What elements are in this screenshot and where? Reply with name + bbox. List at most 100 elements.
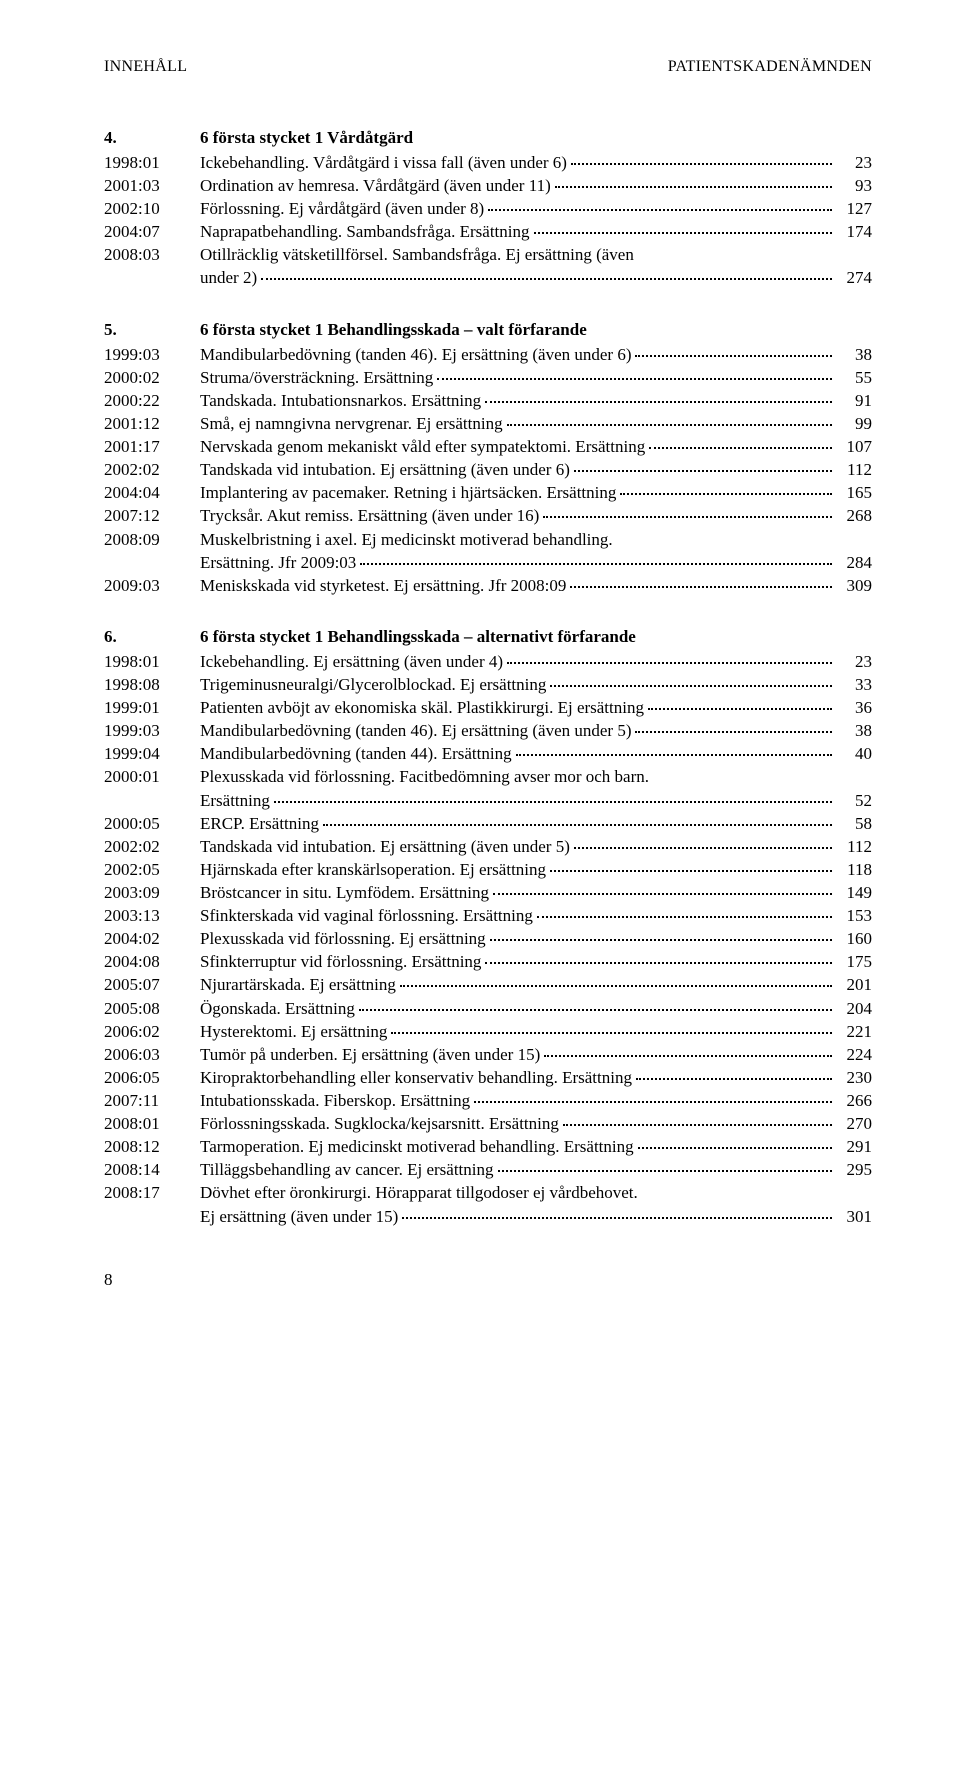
entry-text: Plexusskada vid förlossning. Ej ersättni… <box>200 927 486 950</box>
toc-entry: 2008:14Tilläggsbehandling av cancer. Ej … <box>104 1158 872 1181</box>
entry-page: 274 <box>836 266 872 289</box>
toc-entry: 2007:12Trycksår. Akut remiss. Ersättning… <box>104 504 872 527</box>
entry-code: 1999:03 <box>104 343 200 366</box>
leader-dots <box>359 1009 832 1011</box>
section-heading: 6.6 första stycket 1 Behandlingsskada – … <box>104 625 872 648</box>
entry-code: 2003:09 <box>104 881 200 904</box>
section-number: 5. <box>104 318 200 341</box>
entry-page: 309 <box>836 574 872 597</box>
entry-text: Naprapatbehandling. Sambandsfråga. Ersät… <box>200 220 530 243</box>
entry-text: Mandibularbedövning (tanden 46). Ej ersä… <box>200 343 631 366</box>
entry-code: 2000:01 <box>104 765 200 788</box>
toc-entry: 2002:02Tandskada vid intubation. Ej ersä… <box>104 835 872 858</box>
toc-entry: 2000:01Plexusskada vid förlossning. Faci… <box>104 765 872 811</box>
entry-code: 1999:03 <box>104 719 200 742</box>
entry-text: under 2) <box>200 266 257 289</box>
entry-code: 2001:17 <box>104 435 200 458</box>
entry-page: 112 <box>836 458 872 481</box>
entry-code: 2002:02 <box>104 458 200 481</box>
entry-code: 2000:22 <box>104 389 200 412</box>
entry-code: 2005:07 <box>104 973 200 996</box>
leader-dots <box>507 424 832 426</box>
leader-dots <box>635 731 832 733</box>
leader-dots <box>648 708 832 710</box>
entry-code: 2004:04 <box>104 481 200 504</box>
entry-text: Meniskskada vid styrketest. Ej ersättnin… <box>200 574 566 597</box>
toc-entry: 2008:09Muskelbristning i axel. Ej medici… <box>104 528 872 574</box>
entry-text: Ordination av hemresa. Vårdåtgärd (även … <box>200 174 551 197</box>
entry-page: 93 <box>836 174 872 197</box>
entry-page: 23 <box>836 650 872 673</box>
entry-code: 2005:08 <box>104 997 200 1020</box>
page-header: INNEHÅLL PATIENTSKADENÄMNDEN <box>104 56 872 78</box>
entry-page: 153 <box>836 904 872 927</box>
leader-dots <box>574 470 832 472</box>
entry-code: 2007:12 <box>104 504 200 527</box>
entry-text: Sfinkterruptur vid förlossning. Ersättni… <box>200 950 481 973</box>
entry-code: 2001:12 <box>104 412 200 435</box>
section-title: 6 första stycket 1 Vårdåtgärd <box>200 126 413 149</box>
leader-dots <box>537 916 832 918</box>
entry-code: 1999:01 <box>104 696 200 719</box>
leader-dots <box>261 278 832 280</box>
entry-page: 52 <box>836 789 872 812</box>
entry-text: Trigeminusneuralgi/Glycerolblockad. Ej e… <box>200 673 546 696</box>
toc-entry: 2005:07Njurartärskada. Ej ersättning201 <box>104 973 872 996</box>
toc-entry: 2004:07Naprapatbehandling. Sambandsfråga… <box>104 220 872 243</box>
section-heading: 5.6 första stycket 1 Behandlingsskada – … <box>104 318 872 341</box>
entry-code: 2002:02 <box>104 835 200 858</box>
entry-code: 2003:13 <box>104 904 200 927</box>
toc-entry: 1999:01Patienten avböjt av ekonomiska sk… <box>104 696 872 719</box>
toc-entry: 2003:13Sfinkterskada vid vaginal förloss… <box>104 904 872 927</box>
entry-text: Ickebehandling. Ej ersättning (även unde… <box>200 650 503 673</box>
entry-page: 91 <box>836 389 872 412</box>
entry-code: 2006:03 <box>104 1043 200 1066</box>
entry-page: 99 <box>836 412 872 435</box>
entry-text: Ögonskada. Ersättning <box>200 997 355 1020</box>
entry-page: 224 <box>836 1043 872 1066</box>
toc-entry: 2001:12Små, ej namngivna nervgrenar. Ej … <box>104 412 872 435</box>
entry-text: Hjärnskada efter kranskärlsoperation. Ej… <box>200 858 546 881</box>
entry-code: 2008:14 <box>104 1158 200 1181</box>
toc-entry: 2003:09Bröstcancer in situ. Lymfödem. Er… <box>104 881 872 904</box>
entry-code: 2008:09 <box>104 528 200 551</box>
toc-entry: 2006:05Kiropraktorbehandling eller konse… <box>104 1066 872 1089</box>
entry-page: 284 <box>836 551 872 574</box>
entry-page: 204 <box>836 997 872 1020</box>
leader-dots <box>474 1101 832 1103</box>
toc-entry: 1998:01Ickebehandling. Ej ersättning (äv… <box>104 650 872 673</box>
toc-section: 6.6 första stycket 1 Behandlingsskada – … <box>104 625 872 1228</box>
entry-page: 295 <box>836 1158 872 1181</box>
leader-dots <box>485 401 832 403</box>
leader-dots <box>516 754 832 756</box>
entry-page: 23 <box>836 151 872 174</box>
toc-entry: 1999:03Mandibularbedövning (tanden 46). … <box>104 343 872 366</box>
leader-dots <box>490 939 832 941</box>
entry-text: Små, ej namngivna nervgrenar. Ej ersättn… <box>200 412 503 435</box>
toc-entry: 2004:08Sfinkterruptur vid förlossning. E… <box>104 950 872 973</box>
toc-entry: 1998:01Ickebehandling. Vårdåtgärd i viss… <box>104 151 872 174</box>
leader-dots <box>574 847 832 849</box>
leader-dots <box>543 516 832 518</box>
toc-entry: 2008:01Förlossningsskada. Sugklocka/kejs… <box>104 1112 872 1135</box>
leader-dots <box>274 801 832 803</box>
leader-dots <box>550 685 832 687</box>
entry-text: Tandskada vid intubation. Ej ersättning … <box>200 835 570 858</box>
entry-page: 58 <box>836 812 872 835</box>
entry-text: Ickebehandling. Vårdåtgärd i vissa fall … <box>200 151 567 174</box>
entry-code: 1998:01 <box>104 151 200 174</box>
entry-code: 2001:03 <box>104 174 200 197</box>
entry-page: 175 <box>836 950 872 973</box>
section-title: 6 första stycket 1 Behandlingsskada – va… <box>200 318 587 341</box>
entry-code: 2008:03 <box>104 243 200 266</box>
entry-page: 127 <box>836 197 872 220</box>
leader-dots <box>638 1147 832 1149</box>
entry-text: Intubationsskada. Fiberskop. Ersättning <box>200 1089 470 1112</box>
entry-text: Otillräcklig vätsketillförsel. Sambandsf… <box>200 243 634 266</box>
leader-dots <box>437 378 832 380</box>
entry-page: 118 <box>836 858 872 881</box>
entry-page: 112 <box>836 835 872 858</box>
section-heading: 4.6 första stycket 1 Vårdåtgärd <box>104 126 872 149</box>
toc-entry: 2005:08Ögonskada. Ersättning 204 <box>104 997 872 1020</box>
entry-page: 38 <box>836 343 872 366</box>
